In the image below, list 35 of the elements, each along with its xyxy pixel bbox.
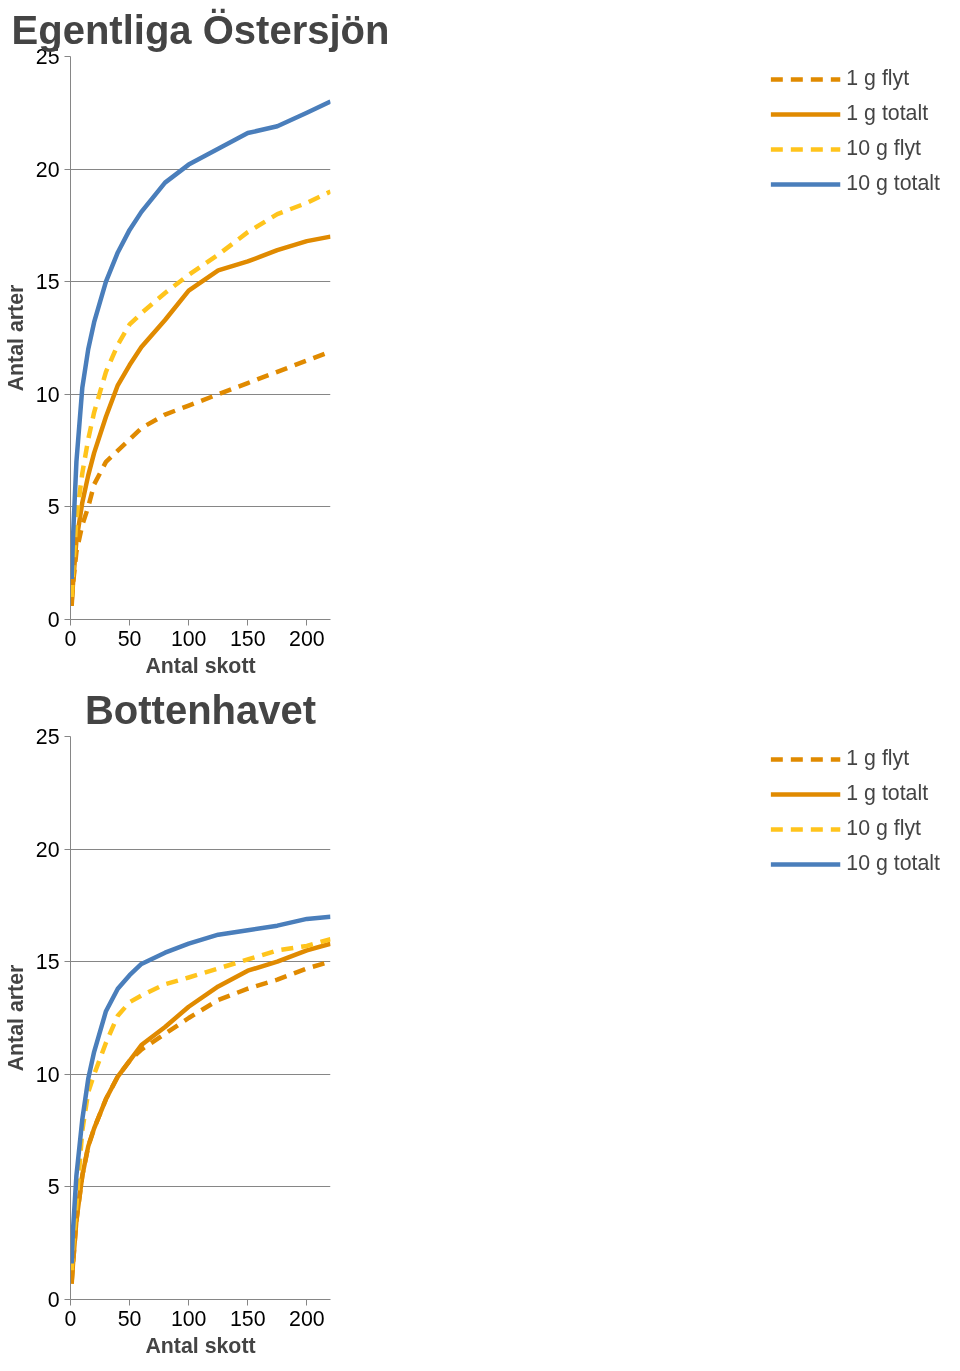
legend-label: 10 g flyt xyxy=(846,816,922,841)
legend-label: 10 g totalt xyxy=(846,171,940,196)
x-tick-label: 0 xyxy=(64,1306,77,1331)
y-axis-title: Antal arter xyxy=(3,964,28,1072)
x-tick-label: 200 xyxy=(289,1306,325,1331)
x-tick-label: 150 xyxy=(229,626,266,651)
y-tick-label: 10 xyxy=(35,1062,60,1087)
y-axis-title: Antal arter xyxy=(3,284,28,392)
y-tick-label: 0 xyxy=(47,1288,60,1312)
y-tick-label: 0 xyxy=(47,608,60,632)
x-tick-label: 100 xyxy=(170,1306,207,1331)
x-tick-label: 150 xyxy=(229,1306,266,1331)
x-tick-label: 50 xyxy=(117,626,142,651)
legend-label: 10 g totalt xyxy=(846,851,940,876)
y-tick-label: 20 xyxy=(35,837,60,862)
x-tick-label: 0 xyxy=(64,626,77,651)
x-tick-label: 100 xyxy=(170,626,207,651)
chart-title: Bottenhavet xyxy=(84,687,317,732)
line-series xyxy=(70,99,331,582)
x-tick-label: 200 xyxy=(289,626,325,651)
y-tick-label: 15 xyxy=(35,270,60,295)
y-tick-label: 15 xyxy=(35,950,60,975)
legend-label: 1 g flyt xyxy=(846,66,910,91)
y-tick-label: 10 xyxy=(35,382,60,407)
legend-label: 10 g flyt xyxy=(846,136,922,161)
legend-label: 1 g totalt xyxy=(846,781,929,806)
y-tick-label: 20 xyxy=(35,157,60,182)
y-tick-label: 25 xyxy=(35,725,60,749)
legend-label: 1 g totalt xyxy=(846,101,929,126)
legend-label: 1 g flyt xyxy=(846,746,910,771)
y-tick-label: 5 xyxy=(47,495,60,520)
x-axis-title: Antal skott xyxy=(145,1333,256,1358)
y-tick-label: 5 xyxy=(47,1175,60,1200)
x-axis-title: Antal skott xyxy=(145,653,256,678)
x-tick-label: 50 xyxy=(117,1306,142,1331)
